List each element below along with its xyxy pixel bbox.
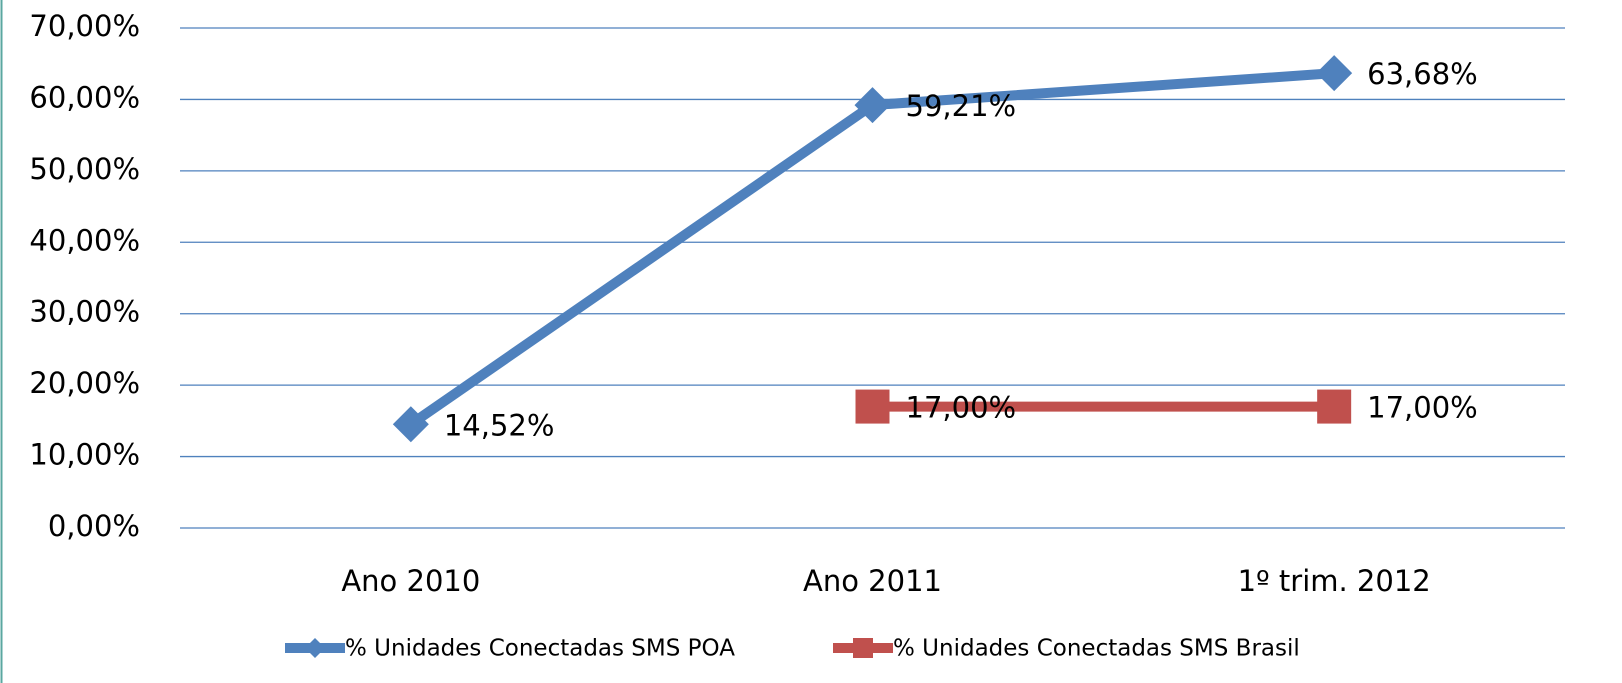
legend-label: % Unidades Conectadas SMS Brasil bbox=[893, 636, 1300, 662]
data-point bbox=[855, 389, 890, 424]
x-tick-label: 1º trim. 2012 bbox=[1238, 564, 1431, 598]
data-label: 17,00% bbox=[906, 391, 1017, 425]
legend-label: % Unidades Conectadas SMS POA bbox=[345, 636, 735, 662]
data-point bbox=[854, 87, 891, 124]
y-tick-label: 10,00% bbox=[29, 438, 140, 472]
x-tick-label: Ano 2010 bbox=[341, 564, 480, 598]
x-tick-label: Ano 2011 bbox=[803, 564, 942, 598]
y-tick-label: 0,00% bbox=[48, 509, 140, 543]
data-point bbox=[392, 406, 429, 443]
y-tick-label: 50,00% bbox=[29, 152, 140, 186]
legend-marker bbox=[305, 638, 325, 658]
data-label: 14,52% bbox=[444, 408, 555, 442]
data-point bbox=[1316, 55, 1353, 92]
data-label: 59,21% bbox=[906, 89, 1017, 123]
y-tick-label: 70,00% bbox=[29, 9, 140, 43]
data-label: 17,00% bbox=[1367, 391, 1478, 425]
legend-marker bbox=[853, 638, 873, 658]
y-tick-label: 20,00% bbox=[29, 366, 140, 400]
y-tick-label: 40,00% bbox=[29, 223, 140, 257]
series-line bbox=[407, 68, 1335, 429]
data-label: 63,68% bbox=[1367, 57, 1478, 91]
y-tick-label: 30,00% bbox=[29, 295, 140, 329]
data-point bbox=[1317, 389, 1352, 424]
y-tick-label: 60,00% bbox=[29, 80, 140, 114]
